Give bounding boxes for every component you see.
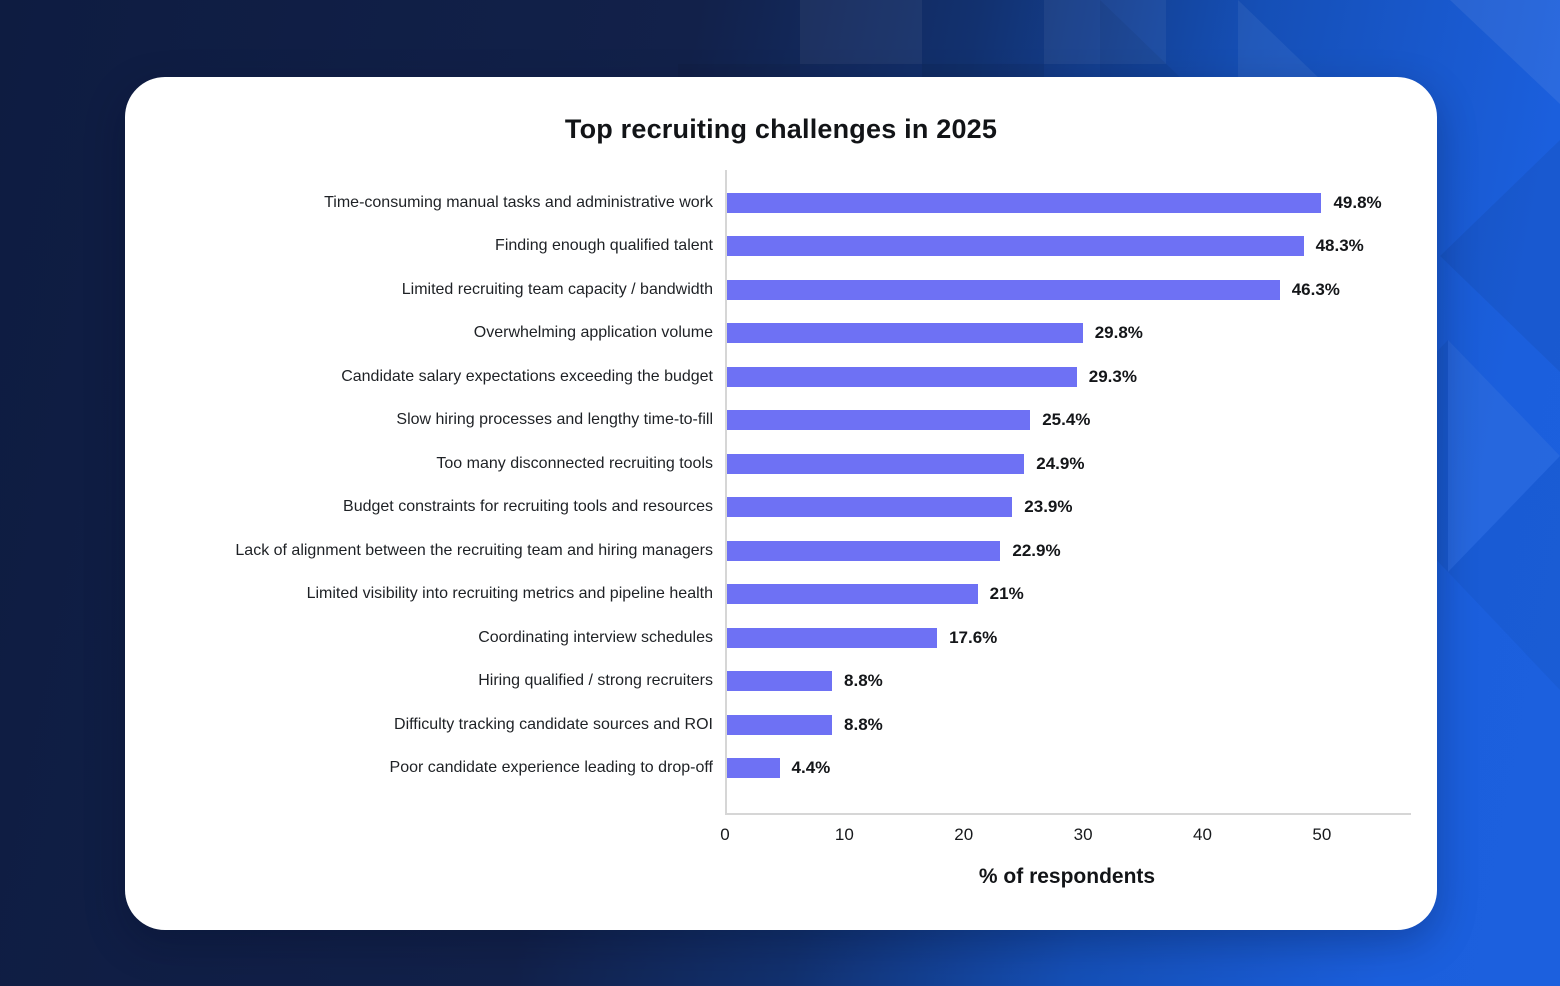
x-tick-label: 40 bbox=[1193, 825, 1212, 844]
bar bbox=[727, 236, 1304, 257]
bar bbox=[727, 279, 1280, 300]
x-tick-label: 20 bbox=[954, 825, 974, 844]
category-label: Slow hiring processes and lengthy time-t… bbox=[396, 411, 713, 429]
chart-card: Top recruiting challenges in 2025 Time-c… bbox=[125, 77, 1437, 930]
category-label: Limited recruiting team capacity / bandw… bbox=[401, 280, 713, 298]
bar bbox=[727, 584, 978, 605]
value-label: 8.8% bbox=[844, 714, 883, 734]
value-label: 22.9% bbox=[1012, 540, 1061, 560]
category-label: Candidate salary expectations exceeding … bbox=[341, 367, 713, 385]
category-label: Hiring qualified / strong recruiters bbox=[478, 672, 713, 690]
bar bbox=[727, 714, 833, 735]
plot-area: 49.8% 48.3% 46.3% 29.8% 29.3% 25.4% 24.9% 23.9%… bbox=[725, 170, 1411, 815]
value-label: 29.8% bbox=[1094, 323, 1143, 343]
bar bbox=[727, 366, 1077, 387]
category-label: Budget constraints for recruiting tools … bbox=[343, 498, 713, 516]
category-label: Finding enough qualified talent bbox=[495, 237, 713, 255]
category-label: Difficulty tracking candidate sources an… bbox=[394, 715, 713, 733]
value-label: 24.9% bbox=[1036, 453, 1085, 473]
chart-title: Top recruiting challenges in 2025 bbox=[564, 114, 998, 144]
value-label: 29.3% bbox=[1088, 366, 1137, 386]
value-label: 21% bbox=[989, 584, 1024, 604]
bar bbox=[727, 540, 1001, 561]
category-label: Coordinating interview schedules bbox=[478, 628, 713, 646]
value-label: 4.4% bbox=[791, 757, 831, 777]
category-labels: Time-consuming manual tasks and administ… bbox=[165, 77, 713, 930]
value-label: 17.6% bbox=[949, 627, 998, 647]
x-axis-title: % of respondents bbox=[978, 865, 1156, 888]
category-label: Lack of alignment between the recruiting… bbox=[235, 541, 713, 559]
category-label: Limited visibility into recruiting metri… bbox=[306, 585, 713, 603]
bar bbox=[727, 757, 780, 778]
x-tick-label: 10 bbox=[834, 825, 854, 844]
value-label: 25.4% bbox=[1042, 410, 1091, 430]
value-label: 48.3% bbox=[1315, 236, 1364, 256]
value-label: 46.3% bbox=[1291, 279, 1340, 299]
value-label: 8.8% bbox=[844, 671, 883, 691]
bar bbox=[727, 193, 1322, 213]
value-label: 23.9% bbox=[1024, 497, 1073, 517]
x-ticks: 0 10 20 30 40 50 bbox=[720, 825, 1409, 847]
bar bbox=[727, 627, 938, 648]
x-tick-label: 50 bbox=[1312, 825, 1332, 844]
bar bbox=[727, 497, 1013, 518]
category-label: Overwhelming application volume bbox=[473, 324, 713, 342]
x-tick-label: 0 bbox=[720, 825, 730, 844]
category-label: Too many disconnected recruiting tools bbox=[436, 454, 713, 472]
x-tick-label: 30 bbox=[1073, 825, 1093, 844]
bar bbox=[727, 410, 1031, 431]
bar bbox=[727, 671, 833, 692]
bar bbox=[727, 323, 1083, 344]
category-label: Poor candidate experience leading to dro… bbox=[389, 758, 713, 776]
bar bbox=[727, 453, 1025, 474]
value-label: 49.8% bbox=[1333, 193, 1382, 212]
category-label: Time-consuming manual tasks and administ… bbox=[324, 194, 713, 211]
